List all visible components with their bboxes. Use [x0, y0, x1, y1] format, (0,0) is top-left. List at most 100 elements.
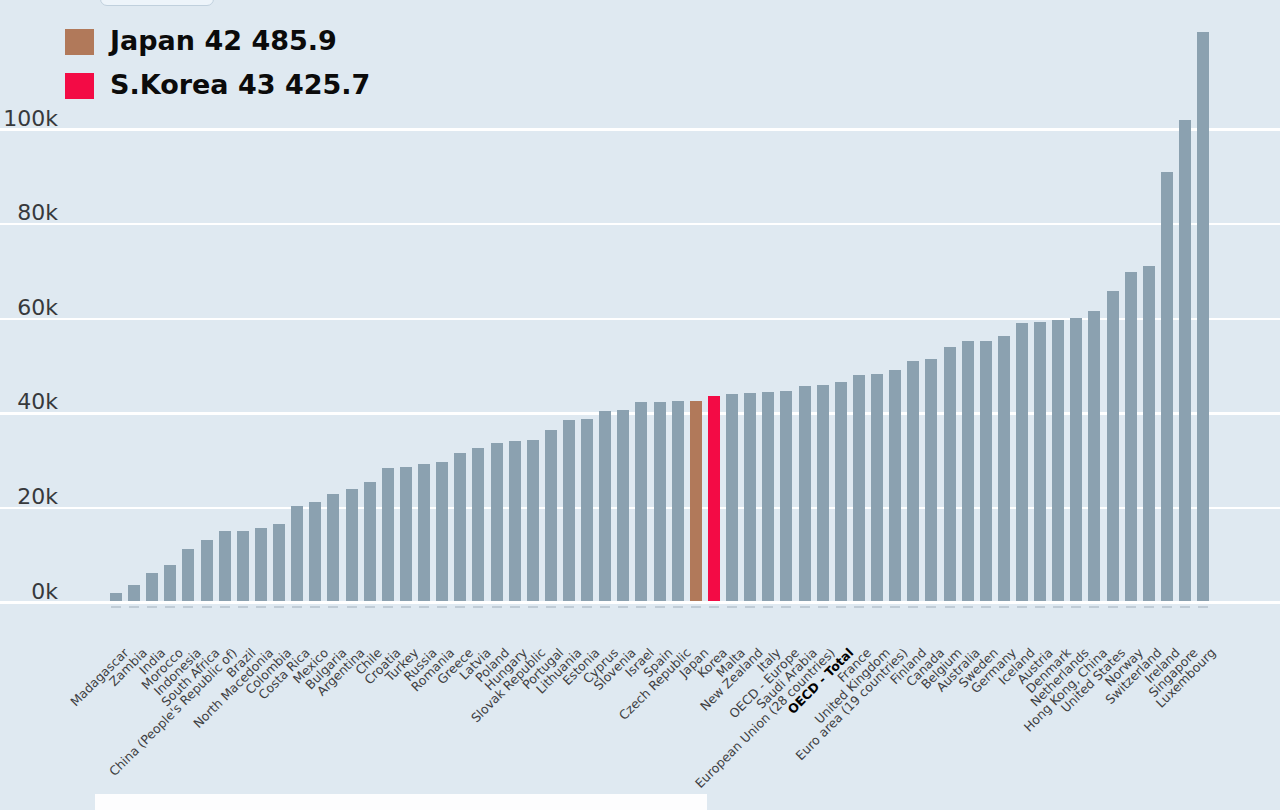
- bar-netherlands[interactable]: [1070, 318, 1082, 601]
- bar-russia[interactable]: [418, 464, 430, 601]
- bar-latvia[interactable]: [472, 448, 484, 601]
- x-tick-mark: [800, 606, 810, 608]
- bar-lithuania[interactable]: [563, 420, 575, 601]
- x-tick-mark: [781, 606, 791, 608]
- x-tick-mark: [818, 606, 828, 608]
- bar-oecd-total[interactable]: [835, 382, 847, 602]
- bar-ireland[interactable]: [1161, 172, 1173, 602]
- bar-united-states[interactable]: [1107, 291, 1119, 601]
- bar-malta[interactable]: [726, 394, 738, 602]
- x-tick-mark: [1035, 606, 1045, 608]
- x-tick-mark: [890, 606, 900, 608]
- bar-colombia[interactable]: [273, 524, 285, 602]
- x-tick-mark: [401, 606, 411, 608]
- bar-india[interactable]: [146, 573, 158, 602]
- x-tick-mark: [183, 606, 193, 608]
- x-tick-mark: [564, 606, 574, 608]
- bar-france[interactable]: [853, 375, 865, 602]
- bar-portugal[interactable]: [545, 430, 557, 601]
- cutoff-tooltip: [100, 0, 214, 6]
- bar-spain[interactable]: [654, 402, 666, 602]
- bar-austria[interactable]: [1034, 322, 1046, 602]
- bar-indonesia[interactable]: [182, 549, 194, 602]
- bar-poland[interactable]: [491, 443, 503, 602]
- x-tick-mark: [945, 606, 955, 608]
- x-tick-mark: [328, 606, 338, 608]
- x-tick-mark: [238, 606, 248, 608]
- bar-madagascar[interactable]: [110, 593, 122, 601]
- bar-greece[interactable]: [454, 453, 466, 602]
- x-tick-mark: [999, 606, 1009, 608]
- bar-zambia[interactable]: [128, 585, 140, 602]
- bar-slovenia[interactable]: [617, 410, 629, 601]
- x-tick-mark: [292, 606, 302, 608]
- bar-argentina[interactable]: [346, 489, 358, 601]
- bar-denmark[interactable]: [1052, 320, 1064, 602]
- x-tick-mark: [836, 606, 846, 608]
- bar-norway[interactable]: [1125, 272, 1137, 602]
- bar-switzerland[interactable]: [1143, 266, 1155, 601]
- bar-canada[interactable]: [925, 359, 937, 602]
- bar-sweden[interactable]: [980, 341, 992, 602]
- bar-saudi-arabia[interactable]: [799, 386, 811, 602]
- bar-czech-republic[interactable]: [672, 401, 684, 602]
- skorea-color-swatch-icon: [65, 73, 94, 99]
- x-tick-mark: [636, 606, 646, 608]
- bar-euro-area-19-countries[interactable]: [889, 370, 901, 601]
- bar-estonia[interactable]: [581, 419, 593, 602]
- bar-european-union-28-countries[interactable]: [817, 385, 829, 602]
- bar-romania[interactable]: [436, 462, 448, 601]
- bar-luxembourg[interactable]: [1197, 32, 1209, 601]
- bar-united-kingdom[interactable]: [871, 374, 883, 602]
- x-tick-mark: [147, 606, 157, 608]
- x-tick-mark: [546, 606, 556, 608]
- bar-iceland[interactable]: [1016, 323, 1028, 602]
- y-axis-label: 60k: [0, 295, 58, 321]
- x-tick-mark: [673, 606, 683, 608]
- x-tick-mark: [528, 606, 538, 608]
- bar-bulgaria[interactable]: [327, 494, 339, 602]
- bar-japan[interactable]: [690, 401, 702, 602]
- x-tick-mark: [165, 606, 175, 608]
- x-tick-mark: [1126, 606, 1136, 608]
- bar-croatia[interactable]: [382, 468, 394, 602]
- bar-morocco[interactable]: [164, 565, 176, 602]
- y-axis-label: 100k: [0, 106, 58, 132]
- bar-italy[interactable]: [762, 392, 774, 602]
- x-tick-mark: [1108, 606, 1118, 608]
- bar-south-africa[interactable]: [201, 540, 213, 602]
- bar-hungary[interactable]: [509, 441, 521, 602]
- x-tick-mark: [1053, 606, 1063, 608]
- x-tick-mark: [582, 606, 592, 608]
- bar-belgium[interactable]: [944, 347, 956, 602]
- japan-color-swatch-icon: [65, 29, 94, 55]
- x-tick-mark: [274, 606, 284, 608]
- bar-north-macedonia[interactable]: [255, 528, 267, 601]
- bar-turkey[interactable]: [400, 467, 412, 602]
- bar-slovak-republic[interactable]: [527, 440, 539, 601]
- bar-hong-kong-china[interactable]: [1088, 311, 1100, 602]
- bar-cyprus[interactable]: [599, 411, 611, 601]
- bar-germany[interactable]: [998, 336, 1010, 602]
- x-tick-mark: [220, 606, 230, 608]
- bar-mexico[interactable]: [309, 502, 321, 601]
- x-tick-mark: [926, 606, 936, 608]
- bar-chile[interactable]: [364, 482, 376, 601]
- bar-china-people-s-republic-of[interactable]: [219, 531, 231, 601]
- bar-brazil[interactable]: [237, 531, 249, 601]
- x-tick-mark: [365, 606, 375, 608]
- x-tick-mark: [981, 606, 991, 608]
- x-tick-mark: [854, 606, 864, 608]
- bar-new-zealand[interactable]: [744, 393, 756, 602]
- y-axis-label: 0k: [0, 579, 58, 605]
- bar-finland[interactable]: [907, 361, 919, 602]
- bar-costa-rica[interactable]: [291, 506, 303, 602]
- bar-oecd-europe[interactable]: [780, 391, 792, 601]
- bar-singapore[interactable]: [1179, 120, 1191, 602]
- x-tick-mark: [256, 606, 266, 608]
- bar-israel[interactable]: [635, 402, 647, 601]
- x-tick-mark: [908, 606, 918, 608]
- x-tick-mark: [618, 606, 628, 608]
- bar-korea[interactable]: [708, 396, 720, 601]
- bar-australia[interactable]: [962, 341, 974, 601]
